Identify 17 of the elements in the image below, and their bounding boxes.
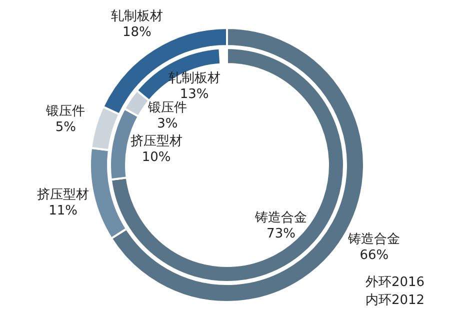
- data-label: 10%: [142, 150, 171, 166]
- slice-label: 挤压型材: [37, 188, 90, 203]
- data-label: 66%: [360, 248, 389, 263]
- data-label: 18%: [122, 25, 152, 40]
- slice-label: 铸造合金: [347, 232, 400, 247]
- text: 内环2012: [365, 293, 425, 308]
- slice-label: 锻压件: [146, 100, 187, 116]
- data-label: 3%: [157, 116, 178, 132]
- slice-label: 挤压型材: [130, 134, 182, 150]
- slice-label: 铸造合金: [254, 210, 308, 226]
- data-label: 11%: [48, 204, 78, 219]
- slice-label: 轧制板材: [110, 9, 163, 24]
- text: 外环2016: [365, 275, 425, 290]
- data-label: 5%: [55, 120, 76, 136]
- data-label: 73%: [266, 226, 296, 242]
- data-label: 13%: [180, 86, 209, 102]
- slice-label: 锻压件: [45, 104, 86, 120]
